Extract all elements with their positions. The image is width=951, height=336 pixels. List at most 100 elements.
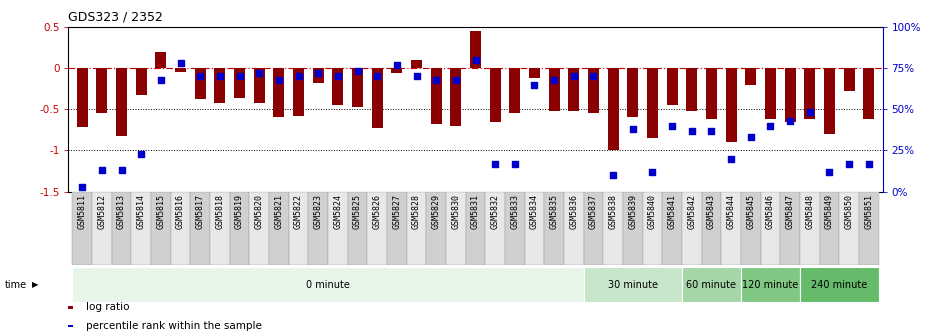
Bar bbox=[72, 192, 92, 265]
Text: 60 minute: 60 minute bbox=[687, 280, 736, 290]
Bar bbox=[706, 68, 717, 119]
Bar bbox=[805, 68, 815, 119]
Bar bbox=[864, 68, 874, 119]
Text: GSM5827: GSM5827 bbox=[393, 194, 401, 229]
Bar bbox=[820, 192, 840, 265]
Text: GSM5814: GSM5814 bbox=[137, 194, 146, 229]
Point bbox=[409, 74, 424, 79]
Text: GSM5815: GSM5815 bbox=[156, 194, 165, 229]
Bar bbox=[116, 68, 127, 135]
Bar bbox=[96, 68, 107, 113]
Bar bbox=[510, 68, 520, 113]
Bar bbox=[446, 192, 466, 265]
Bar bbox=[431, 68, 441, 124]
Text: GSM5820: GSM5820 bbox=[255, 194, 263, 229]
Bar bbox=[411, 60, 422, 68]
Text: GSM5824: GSM5824 bbox=[334, 194, 342, 229]
Bar bbox=[72, 267, 584, 302]
Text: GSM5841: GSM5841 bbox=[668, 194, 676, 229]
Bar bbox=[348, 192, 367, 265]
Text: GSM5836: GSM5836 bbox=[570, 194, 578, 229]
Point bbox=[684, 128, 699, 133]
Bar bbox=[765, 68, 776, 119]
Point bbox=[547, 77, 562, 82]
Bar bbox=[623, 192, 643, 265]
Point bbox=[74, 184, 89, 189]
Bar bbox=[155, 51, 166, 68]
Text: percentile rank within the sample: percentile rank within the sample bbox=[86, 321, 262, 331]
Text: GSM5826: GSM5826 bbox=[373, 194, 381, 229]
Bar bbox=[721, 192, 741, 265]
Point bbox=[527, 82, 542, 87]
Bar bbox=[741, 267, 800, 302]
Text: GSM5833: GSM5833 bbox=[511, 194, 519, 229]
Bar bbox=[608, 68, 618, 150]
Bar bbox=[840, 192, 859, 265]
Bar bbox=[313, 68, 323, 83]
Bar bbox=[564, 192, 584, 265]
Bar bbox=[195, 68, 205, 99]
Bar bbox=[254, 68, 264, 102]
Bar bbox=[293, 68, 304, 116]
Bar bbox=[746, 68, 756, 84]
Bar bbox=[687, 68, 697, 111]
Point bbox=[330, 74, 345, 79]
Point bbox=[724, 156, 739, 161]
Bar bbox=[269, 192, 289, 265]
Point bbox=[311, 70, 326, 76]
Point bbox=[94, 167, 109, 173]
Bar bbox=[824, 68, 835, 134]
Bar bbox=[603, 192, 623, 265]
Point bbox=[114, 167, 129, 173]
Bar bbox=[215, 68, 225, 102]
Text: GSM5811: GSM5811 bbox=[78, 194, 87, 229]
Text: GSM5816: GSM5816 bbox=[176, 194, 185, 229]
Bar bbox=[569, 68, 579, 111]
Text: GSM5831: GSM5831 bbox=[471, 194, 480, 229]
Bar bbox=[274, 68, 284, 117]
Bar bbox=[584, 267, 682, 302]
Bar bbox=[387, 192, 407, 265]
Bar bbox=[662, 192, 682, 265]
Text: GSM5847: GSM5847 bbox=[786, 194, 795, 229]
Bar bbox=[333, 68, 343, 105]
Bar bbox=[800, 267, 879, 302]
Text: GSM5817: GSM5817 bbox=[196, 194, 204, 229]
Point bbox=[232, 74, 247, 79]
Point bbox=[429, 77, 444, 82]
Point bbox=[271, 77, 286, 82]
Bar bbox=[451, 68, 461, 126]
Bar bbox=[544, 192, 564, 265]
Bar bbox=[588, 68, 599, 113]
Bar bbox=[466, 192, 485, 265]
Bar bbox=[171, 192, 190, 265]
Text: GSM5843: GSM5843 bbox=[707, 194, 716, 229]
Bar bbox=[647, 68, 658, 138]
Bar bbox=[780, 192, 800, 265]
Point bbox=[153, 77, 168, 82]
Text: GSM5849: GSM5849 bbox=[825, 194, 834, 229]
Text: GSM5832: GSM5832 bbox=[491, 194, 499, 229]
Bar bbox=[844, 68, 855, 91]
Point bbox=[448, 77, 463, 82]
Bar bbox=[800, 192, 820, 265]
Text: 0 minute: 0 minute bbox=[306, 280, 350, 290]
Point bbox=[862, 161, 877, 166]
Bar bbox=[741, 192, 761, 265]
Point bbox=[291, 74, 306, 79]
Text: GSM5828: GSM5828 bbox=[412, 194, 421, 229]
Bar bbox=[308, 192, 328, 265]
Text: GSM5839: GSM5839 bbox=[629, 194, 637, 229]
Bar bbox=[549, 68, 559, 111]
Text: GSM5813: GSM5813 bbox=[117, 194, 126, 229]
Point bbox=[704, 128, 719, 133]
Bar bbox=[210, 192, 230, 265]
Bar bbox=[372, 68, 382, 128]
Bar bbox=[529, 68, 540, 78]
Text: time: time bbox=[5, 280, 27, 290]
Bar bbox=[328, 192, 348, 265]
Bar bbox=[407, 192, 426, 265]
Bar bbox=[761, 192, 780, 265]
Bar bbox=[628, 68, 638, 117]
Bar bbox=[131, 192, 151, 265]
